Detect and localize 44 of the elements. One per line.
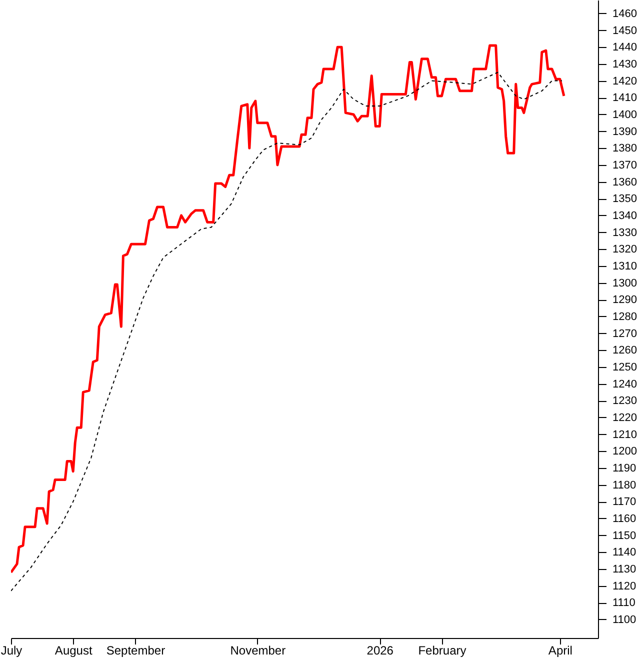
y-tick-label: 1170	[612, 496, 636, 508]
y-tick-label: 1440	[612, 42, 637, 54]
y-tick-label: 1240	[612, 378, 637, 390]
y-tick-label: 1260	[612, 344, 637, 357]
y-tick-label: 1460	[612, 8, 637, 20]
y-tick-label: 1210	[612, 428, 637, 441]
y-tick-label: 1450	[612, 24, 637, 37]
x-tick-label: August	[54, 644, 93, 658]
x-tick-label: July	[0, 644, 22, 658]
y-tick-label: 1350	[612, 193, 637, 206]
y-tick-label: 1220	[612, 412, 637, 424]
y-tick-label: 1180	[612, 479, 636, 492]
y-tick-label: 1110	[612, 597, 636, 610]
y-tick-label: 1320	[612, 244, 637, 256]
y-tick-label: 1310	[612, 260, 637, 272]
y-tick-label: 1330	[612, 226, 637, 239]
y-tick-label: 1160	[612, 512, 636, 525]
x-tick-label: February	[418, 644, 466, 658]
y-tick-label: 1130	[612, 563, 636, 576]
x-tick-label: November	[230, 644, 286, 658]
y-tick-label: 1400	[612, 108, 637, 121]
y-tick-label: 1280	[612, 310, 637, 323]
y-tick-label: 1430	[612, 58, 637, 70]
y-tick-label: 1410	[612, 92, 637, 104]
y-tick-label: 1390	[612, 126, 637, 138]
y-tick-label: 1200	[612, 446, 637, 458]
y-tick-label: 1370	[612, 159, 637, 172]
x-tick-label: September	[106, 644, 166, 658]
y-tick-label: 1380	[612, 142, 637, 155]
y-tick-label: 1360	[612, 176, 637, 188]
y-tick-label: 1120	[612, 580, 636, 592]
y-tick-label: 1140	[612, 546, 636, 559]
x-tick-label: 2026	[366, 644, 394, 658]
x-tick-label: April	[548, 644, 572, 658]
y-tick-label: 1270	[612, 328, 637, 340]
y-tick-label: 1100	[612, 614, 636, 626]
y-tick-label: 1230	[612, 395, 637, 408]
y-tick-label: 1290	[612, 294, 637, 306]
y-tick-label: 1150	[612, 530, 636, 542]
y-tick-label: 1420	[612, 75, 637, 88]
y-tick-label: 1250	[612, 361, 637, 374]
y-tick-label: 1300	[612, 277, 637, 290]
y-tick-label: 1190	[612, 462, 636, 474]
y-tick-label: 1340	[612, 210, 637, 222]
